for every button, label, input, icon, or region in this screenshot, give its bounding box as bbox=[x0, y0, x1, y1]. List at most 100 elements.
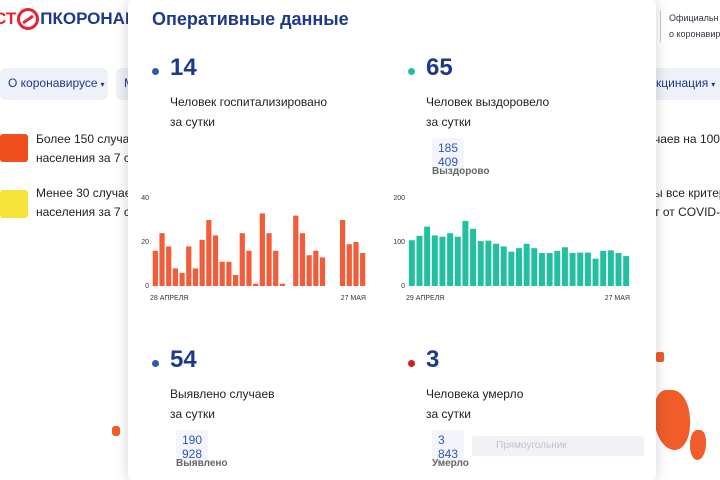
chart-bar bbox=[273, 250, 279, 286]
chart-bar bbox=[353, 242, 359, 286]
chart-bar bbox=[166, 246, 172, 286]
recovered-value: 65 bbox=[426, 54, 453, 81]
map-region bbox=[654, 390, 690, 450]
chart-bar bbox=[447, 233, 454, 286]
chart-bar bbox=[523, 243, 530, 286]
chart-bar bbox=[538, 253, 545, 286]
x-start-label: 29 АПРЕЛЯ bbox=[406, 295, 444, 302]
chart-bar bbox=[577, 252, 584, 286]
chart-bar bbox=[500, 246, 507, 286]
legend-high-text: Более 150 случаев населения за 7 сут bbox=[36, 130, 142, 168]
chart-bar bbox=[623, 256, 630, 286]
chart-bar bbox=[186, 246, 192, 286]
hospitalized-label: Человек госпитализировано за сутки bbox=[170, 92, 370, 132]
nav-about-label: О коронавирусе bbox=[8, 76, 98, 90]
official-line1: Официальн bbox=[669, 13, 719, 23]
chart-bar bbox=[152, 250, 158, 286]
chart-bar bbox=[485, 240, 492, 286]
ghost-rectangle-input[interactable]: Прямоугольник bbox=[472, 436, 644, 456]
x-end-label: 27 МАЯ bbox=[341, 295, 366, 302]
chart-bar bbox=[306, 255, 312, 286]
chart-bar bbox=[546, 253, 553, 286]
dot-icon bbox=[408, 360, 415, 367]
chart-bar bbox=[508, 251, 515, 286]
recovered-chart: 0 100 200 29 АПРЕЛЯ 27 МАЯ bbox=[394, 195, 630, 302]
chart-bar bbox=[219, 261, 225, 286]
chart-bar bbox=[516, 248, 522, 286]
dot-icon bbox=[152, 68, 159, 75]
official-line2: о коронавиру bbox=[669, 29, 720, 39]
legend-swatch-high bbox=[0, 134, 28, 162]
chart-bar bbox=[531, 248, 538, 286]
chart-bar bbox=[360, 253, 366, 286]
nav-vaccination[interactable]: кцинация ▾ bbox=[648, 68, 720, 100]
recovered-label-line2: за сутки bbox=[426, 115, 471, 129]
y-tick-label: 100 bbox=[394, 239, 405, 246]
chart-bar bbox=[477, 241, 484, 286]
deaths-value: 3 bbox=[426, 346, 440, 373]
chart-bar bbox=[279, 283, 286, 286]
chart-bar bbox=[346, 244, 352, 286]
operational-data-card: Оперативные данные 14 Человек госпитализ… bbox=[128, 0, 656, 480]
chart-bar bbox=[266, 233, 272, 286]
deaths-total: 3 843 bbox=[432, 430, 465, 464]
chart-bar bbox=[454, 236, 461, 286]
y-tick-label: 0 bbox=[401, 283, 405, 290]
logo-virus-icon bbox=[17, 8, 40, 30]
hospitalized-label-line2: за сутки bbox=[170, 115, 215, 129]
map-region bbox=[656, 352, 664, 362]
chart-bar bbox=[470, 228, 477, 286]
chart-bar bbox=[339, 220, 346, 286]
chart-bar bbox=[592, 258, 599, 286]
map-region bbox=[690, 430, 706, 460]
map-region bbox=[112, 426, 120, 436]
chart-bar bbox=[239, 233, 245, 286]
chart-bar bbox=[462, 220, 469, 286]
y-tick-label: 20 bbox=[141, 239, 149, 246]
deaths-label: Человека умерло за сутки bbox=[426, 384, 626, 424]
deaths-total-label: Умерло bbox=[432, 458, 469, 469]
chart-bar bbox=[408, 240, 415, 286]
site-logo[interactable]: СТ ПКОРОНАВИ bbox=[0, 8, 149, 30]
chart-bar bbox=[179, 272, 185, 286]
nav-about-coronavirus[interactable]: О коронавирусе ▾ bbox=[0, 68, 108, 100]
chart-bar bbox=[293, 215, 299, 286]
legend-low-line1: Менее 30 случаев bbox=[36, 186, 138, 200]
cases-label: Выявлено случаев за сутки bbox=[170, 384, 370, 424]
chart-bar bbox=[232, 275, 239, 286]
deaths-label-line2: за сутки bbox=[426, 407, 471, 421]
recovered-total-label: Выздорово bbox=[432, 166, 490, 177]
chart-bar bbox=[259, 213, 265, 286]
legend-high-line1: Более 150 случаев bbox=[36, 132, 143, 146]
chart-bar bbox=[561, 247, 568, 286]
chart-bar bbox=[584, 252, 591, 286]
legend-low-text: Менее 30 случаев населения за 7 сут bbox=[36, 184, 141, 222]
y-tick-label: 0 bbox=[145, 283, 149, 290]
logo-text-right: ПКОРОНАВИ bbox=[40, 9, 150, 28]
chart-bar bbox=[615, 253, 622, 286]
chart-bar bbox=[424, 226, 431, 286]
chart-bar bbox=[569, 253, 576, 286]
recovered-label: Человек выздоровело за сутки bbox=[426, 92, 626, 132]
chevron-down-icon: ▾ bbox=[711, 80, 716, 89]
chart-bar bbox=[431, 235, 438, 286]
hospitalized-value: 14 bbox=[170, 54, 197, 81]
recovered-total: 185 409 bbox=[432, 138, 465, 172]
card-title: Оперативные данные bbox=[152, 9, 349, 29]
cases-label-line1: Выявлено случаев bbox=[170, 387, 275, 401]
nav-vaccination-label: кцинация bbox=[656, 76, 709, 90]
cases-total: 190 928 bbox=[176, 430, 209, 464]
legend-swatch-low bbox=[0, 190, 28, 218]
cases-value: 54 bbox=[170, 346, 197, 373]
chart-bar bbox=[416, 235, 423, 286]
recovered-label-line1: Человек выздоровело bbox=[426, 95, 550, 109]
chart-bar bbox=[299, 233, 306, 286]
chart-bar bbox=[199, 239, 205, 286]
logo-text-left: СТ bbox=[0, 9, 17, 28]
legend-low-line2: населения за 7 сут bbox=[36, 205, 142, 219]
dot-icon bbox=[408, 68, 415, 75]
chart-bar bbox=[246, 250, 252, 286]
x-end-label: 27 МАЯ bbox=[605, 295, 630, 302]
chart-bar bbox=[226, 261, 232, 286]
